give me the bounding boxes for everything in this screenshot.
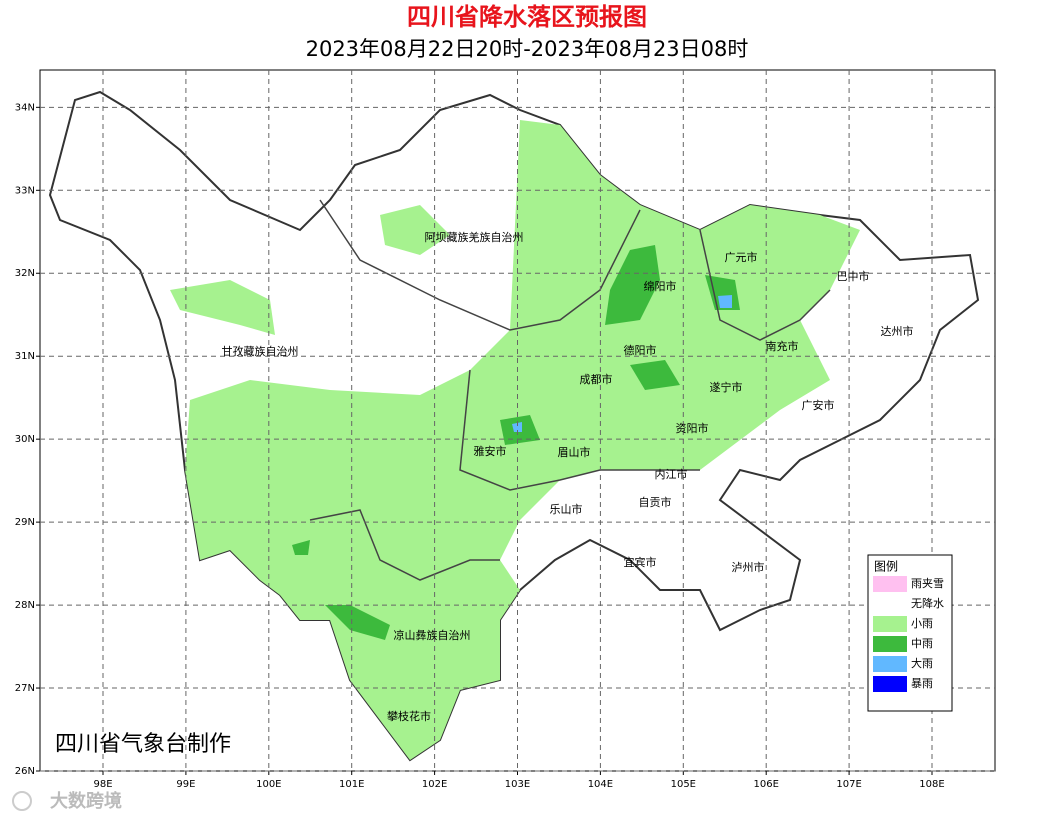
y-tick-label: 28N [15,600,35,611]
city-label: 乐山市 [550,502,583,516]
y-tick-label: 30N [15,434,35,445]
legend-label: 雨夹雪 [911,577,944,590]
x-tick-label: 99E [176,779,195,790]
y-tick-label: 32N [15,268,35,279]
moderate-rain-area [325,605,390,640]
city-label: 广元市 [725,250,758,264]
city-label: 资阳市 [676,421,709,435]
legend-swatch [873,656,907,672]
legend-label: 大雨 [911,656,933,670]
city-label: 绵阳市 [644,279,677,293]
watermark: 大数跨境 [50,790,122,812]
city-label: 成都市 [580,372,613,386]
city-label: 凉山彝族自治州 [394,628,471,642]
x-tick-label: 107E [836,779,861,790]
city-label: 泸州市 [732,560,765,574]
legend-label: 暴雨 [911,677,933,690]
city-label: 自贡市 [639,495,672,509]
city-label: 巴中市 [837,269,870,283]
watermark-icon [12,791,32,811]
x-tick-label: 103E [505,779,530,790]
x-tick-label: 98E [93,779,112,790]
x-tick-label: 100E [256,779,281,790]
city-label: 德阳市 [624,343,657,357]
legend-label: 中雨 [911,637,933,650]
light-rain-area [170,280,275,335]
city-label: 广安市 [802,398,835,412]
city-label: 阿坝藏族羌族自治州 [425,230,524,244]
heavy-rain-area [512,422,522,432]
city-label: 宜宾市 [624,555,657,569]
city-label: 内江市 [655,467,688,481]
legend-swatch [873,576,907,592]
moderate-rain-area [605,245,660,325]
city-label: 遂宁市 [710,380,743,394]
city-label: 达州市 [881,324,914,338]
title: 四川省降水落区预报图 [407,3,647,31]
city-label: 南充市 [766,339,799,353]
prefecture-border [459,369,700,491]
y-tick-label: 27N [15,683,35,694]
y-tick-label: 29N [15,517,35,528]
city-label: 甘孜藏族自治州 [222,344,299,358]
credit: 四川省气象台制作 [55,732,231,757]
legend-swatch [873,676,907,692]
moderate-rain-area [630,360,680,390]
city-label: 雅安市 [474,444,507,458]
moderate-rain-area [292,540,310,555]
x-tick-label: 106E [753,779,778,790]
x-tick-label: 101E [339,779,364,790]
heavy-rain-area [718,295,732,308]
province [48,90,980,762]
legend-swatch [873,596,907,612]
legend-label: 小雨 [911,617,933,630]
legend-title: 图例 [874,560,898,574]
legend-swatch [873,636,907,652]
city-label: 眉山市 [558,445,591,459]
y-tick-label: 31N [15,351,35,362]
x-tick-label: 102E [422,779,447,790]
x-tick-label: 108E [919,779,944,790]
grid: 98E 99E 100E 101E 102E 103E 104E 105E 106E 107E 10… [15,70,995,790]
legend-swatch [873,616,907,632]
y-tick-label: 34N [15,102,35,113]
prefecture-border [699,229,831,341]
light-rain-area [380,205,450,255]
city-label: 攀枝花市 [387,709,431,723]
y-tick-label: 33N [15,185,35,196]
legend-label: 无降水 [911,596,944,610]
x-tick-label: 105E [671,779,696,790]
y-tick-label: 26N [15,766,35,777]
subtitle: 2023年08月22日20时-2023年08月23日08时 [306,37,749,61]
x-tick-label: 104E [588,779,613,790]
